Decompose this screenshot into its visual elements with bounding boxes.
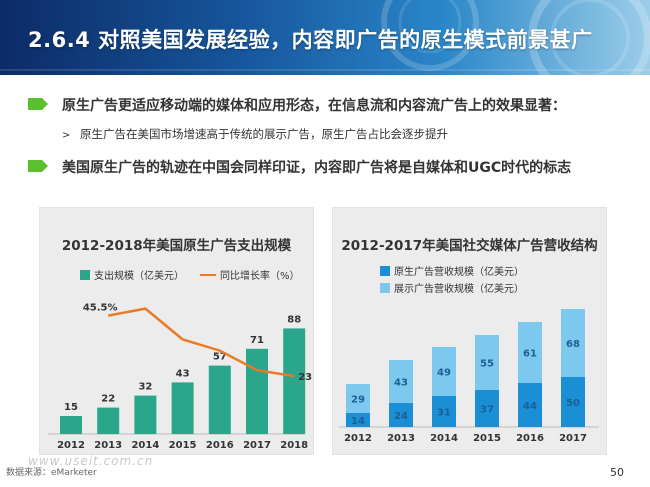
x-tick-label: 2015 — [473, 433, 501, 444]
legend-swatch-icon — [380, 266, 390, 276]
legend-left-line-label: 同比增长率（%） — [220, 271, 300, 282]
x-tick-label: 2015 — [169, 440, 197, 451]
header-decoration — [0, 0, 650, 75]
x-tick-label: 2014 — [131, 440, 159, 451]
bar-native-value: 50 — [566, 398, 580, 409]
chart-panel-right: 2012-2017年美国社交媒体广告营收结构 14 29 2012 24 43 2013 3… — [333, 208, 606, 454]
x-tick-label: 2014 — [430, 433, 458, 444]
bullet-1: 原生广告更适应移动端的媒体和应用形态，在信息流和内容流广告上的效果显著： — [28, 95, 566, 115]
bar-value-label: 88 — [287, 314, 301, 325]
bar — [246, 348, 268, 434]
x-tick-label: 2016 — [516, 433, 544, 444]
bar — [283, 328, 306, 434]
legend-swatch-icon — [80, 270, 90, 280]
legend-left-bar: 支出规模（亿美元） — [80, 267, 184, 282]
bar-native — [518, 383, 542, 427]
bar-display-value: 61 — [523, 349, 537, 360]
x-tick-label: 2017 — [559, 433, 587, 444]
x-tick-label: 2012 — [57, 440, 85, 451]
watermark: www.useit.com.cn — [28, 454, 154, 468]
bar-native-value: 24 — [394, 411, 408, 422]
legend-right-native-label: 原生广告营收规模（亿美元） — [394, 267, 524, 278]
x-tick-label: 2016 — [206, 440, 234, 451]
bar-display — [475, 335, 499, 390]
bar-value-label: 22 — [101, 394, 115, 405]
growth-point-label: 23.9% — [298, 372, 313, 383]
legend-left-bar-label: 支出规模（亿美元） — [94, 271, 184, 282]
bar — [208, 365, 231, 434]
x-tick-label: 2012 — [344, 433, 372, 444]
bar-native-value: 31 — [437, 408, 451, 419]
bar-native — [475, 390, 499, 427]
bullet-marker-icon — [28, 160, 48, 172]
bar-display — [432, 347, 456, 396]
bullet-2: 美国原生广告的轨迹在中国会同样印证，内容即广告将是自媒体和UGC时代的标志 — [28, 157, 572, 177]
bar-value-label: 32 — [138, 382, 152, 393]
bar-native-value: 37 — [480, 405, 494, 416]
legend-right-display-label: 展示广告营收规模（亿美元） — [394, 284, 524, 295]
chart-panel-left: 2012-2018年美国原生广告支出规模 15 2012 22 2013 32 2014 4… — [40, 208, 313, 454]
growth-point-label: 45.5% — [83, 303, 118, 314]
bullet-1-text: 原生广告更适应移动端的媒体和应用形态，在信息流和内容流广告上的效果显著： — [62, 98, 566, 114]
legend-right-native: 原生广告营收规模（亿美元） — [380, 263, 524, 278]
chart-right-title: 2012-2017年美国社交媒体广告营收结构 — [341, 238, 598, 254]
bar — [171, 382, 194, 434]
legend-left-line: 同比增长率（%） — [200, 267, 300, 282]
chart-left-title: 2012-2018年美国原生广告支出规模 — [61, 238, 292, 254]
bar-native-value: 14 — [351, 416, 365, 427]
header-banner: 2.6.4 对照美国发展经验，内容即广告的原生模式前景甚广 — [0, 0, 650, 75]
legend-line-icon — [200, 274, 216, 276]
bar-display-value: 49 — [437, 368, 451, 379]
legend-right-display: 展示广告营收规模（亿美元） — [380, 280, 524, 295]
sub-bullet-1: > 原生广告在美国市场增速高于传统的展示广告，原生广告占比会逐步提升 — [62, 126, 448, 142]
bar-native — [389, 403, 413, 427]
bar-native — [432, 396, 456, 427]
bar-display — [518, 322, 542, 383]
sub-bullet-1-text: 原生广告在美国市场增速高于传统的展示广告，原生广告占比会逐步提升 — [80, 127, 449, 141]
x-tick-label: 2013 — [94, 440, 122, 451]
bar — [134, 395, 157, 434]
bar — [60, 416, 82, 434]
x-tick-label: 2017 — [243, 440, 271, 451]
chart-left: 15 2012 22 2013 32 2014 43 2015 57 2016 71 2017 88 20… — [48, 303, 313, 451]
growth-line — [107, 307, 295, 378]
bar-value-label: 57 — [213, 352, 227, 363]
bar-display-value: 68 — [566, 339, 580, 350]
page-title: 2.6.4 对照美国发展经验，内容即广告的原生模式前景甚广 — [28, 28, 593, 52]
bullet-2-text: 美国原生广告的轨迹在中国会同样印证，内容即广告将是自媒体和UGC时代的标志 — [62, 160, 572, 176]
bar-value-label: 43 — [176, 368, 190, 379]
bar-display-value: 29 — [351, 395, 365, 406]
legend-swatch-icon — [380, 283, 390, 293]
bar-display-value: 55 — [480, 359, 494, 370]
bar-display — [561, 309, 585, 377]
bullet-marker-icon — [28, 98, 48, 110]
bar-native-value: 44 — [523, 401, 537, 412]
page-number: 50 — [610, 466, 624, 479]
bar — [97, 407, 120, 434]
bar-display — [389, 360, 413, 403]
bar-native — [561, 377, 585, 427]
sub-arrow-icon: > — [62, 130, 71, 141]
x-tick-label: 2018 — [280, 440, 308, 451]
x-tick-label: 2013 — [387, 433, 415, 444]
bar-display-value: 43 — [394, 378, 408, 389]
bar-display — [346, 384, 370, 413]
bar-native — [346, 413, 370, 427]
bar-value-label: 15 — [64, 402, 78, 413]
chart-right: 14 29 2012 24 43 2013 31 49 2014 37 55 2015 44 61 2016… — [339, 309, 599, 444]
bar-value-label: 71 — [250, 335, 264, 346]
source-note: 数据来源：eMarketer — [6, 468, 97, 478]
